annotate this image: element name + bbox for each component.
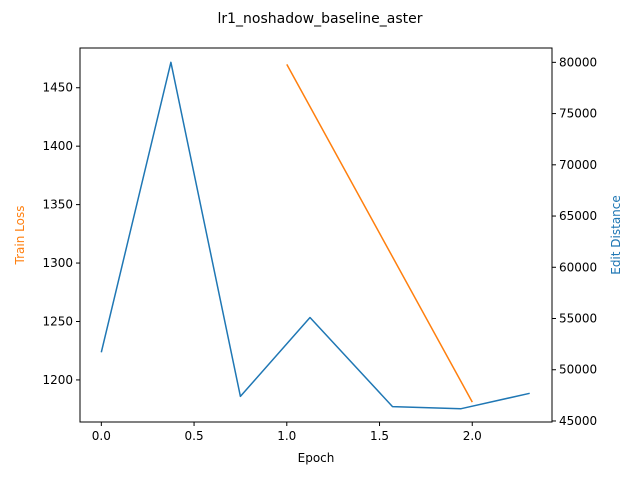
right-tick-label: 65000 <box>559 209 597 223</box>
right-tick-label: 55000 <box>559 312 597 326</box>
left-tick-label: 1450 <box>42 81 73 95</box>
left-tick-label: 1400 <box>42 139 73 153</box>
plot-frame <box>79 47 553 423</box>
right-tick-label: 50000 <box>559 363 597 377</box>
left-tick-label: 1350 <box>42 198 73 212</box>
x-axis-ticks: 0.0 0.5 1.0 1.5 2.0 <box>92 422 482 443</box>
x-tick-label: 1.0 <box>277 429 296 443</box>
right-tick-label: 70000 <box>559 158 597 172</box>
left-axis-label: Train Loss <box>13 206 27 266</box>
edit-distance-line <box>100 61 530 410</box>
train-loss-line <box>286 64 473 403</box>
right-tick-label: 45000 <box>559 414 597 428</box>
x-tick-label: 1.5 <box>370 429 389 443</box>
left-tick-label: 1300 <box>42 256 73 270</box>
right-axis-label: Edit Distance <box>609 195 623 275</box>
right-tick-label: 60000 <box>559 260 597 274</box>
right-tick-label: 80000 <box>559 55 597 69</box>
x-tick-label: 0.5 <box>185 429 204 443</box>
left-axis-ticks: 1200 1250 1300 1350 1400 1450 <box>42 81 80 387</box>
chart-title: lr1_noshadow_baseline_aster <box>217 11 422 27</box>
x-tick-label: 2.0 <box>463 429 482 443</box>
left-tick-label: 1250 <box>42 314 73 328</box>
series-lines <box>100 61 530 410</box>
right-axis-ticks: 45000 50000 55000 60000 65000 70000 75000 80000 <box>552 55 597 428</box>
x-tick-label: 0.0 <box>92 429 111 443</box>
x-axis-label: Epoch <box>298 451 335 465</box>
right-tick-label: 75000 <box>559 107 597 121</box>
left-tick-label: 1200 <box>42 373 73 387</box>
